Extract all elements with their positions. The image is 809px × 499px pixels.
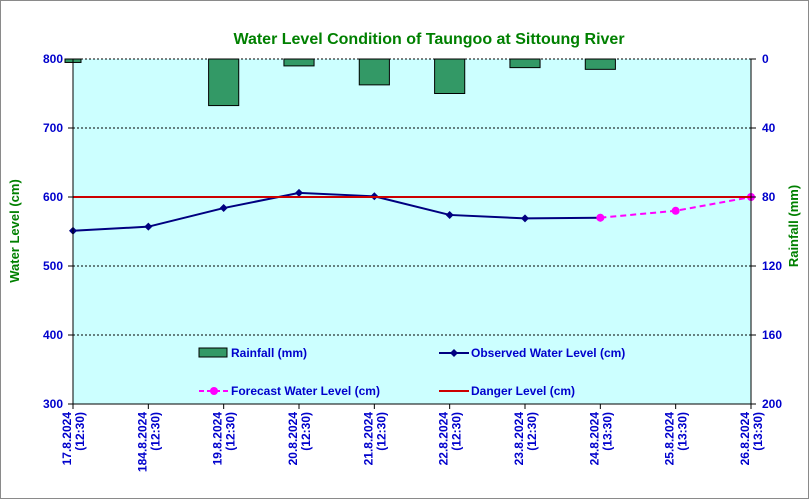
- observed-point: [445, 210, 454, 219]
- x-tick-label: 20.8.2024(12:30): [286, 412, 313, 466]
- y2-tick-label: 200: [762, 397, 782, 411]
- rainfall-bar: [509, 58, 541, 69]
- y-axis-title: Water Level (cm): [7, 179, 22, 283]
- legend-label: Forecast Water Level (cm): [231, 384, 380, 398]
- y2-tick-label: 120: [762, 259, 782, 273]
- plot-area: [73, 59, 751, 404]
- rainfall-bar: [358, 58, 390, 86]
- rainfall-bar: [434, 58, 466, 94]
- x-tick-label: 23.8.2024(12:30): [512, 412, 539, 466]
- legend-marker: [210, 387, 218, 395]
- observed-point: [295, 188, 303, 197]
- chart-title: Water Level Condition of Taungoo at Sitt…: [233, 31, 624, 48]
- legend-label: Rainfall (mm): [231, 346, 307, 360]
- x-tick-label: 17.8.2024(12:30): [60, 412, 87, 466]
- y2-tick-label: 40: [762, 121, 776, 135]
- y2-axis-title: Rainfall (mm): [786, 185, 801, 267]
- observed-point: [144, 222, 153, 231]
- x-tick-label: 184.8.2024(12:30): [135, 412, 162, 472]
- y2-tick-label: 80: [762, 190, 776, 204]
- rainfall-bar: [584, 58, 616, 70]
- forecast-point: [671, 206, 680, 215]
- x-tick-label: 22.8.2024(12:30): [437, 412, 464, 466]
- forecast-point: [596, 213, 605, 222]
- y2-tick-label: 160: [762, 328, 782, 342]
- rainfall-bar: [283, 58, 315, 67]
- rainfall-bar: [208, 58, 240, 107]
- y-tick-label: 300: [43, 397, 63, 411]
- y-tick-label: 600: [43, 190, 63, 204]
- observed-point: [521, 214, 529, 223]
- legend-label: Danger Level (cm): [471, 384, 575, 398]
- y-tick-label: 700: [43, 121, 63, 135]
- y2-tick-label: 0: [762, 52, 769, 66]
- x-tick-label: 25.8.2024(13:30): [663, 412, 690, 466]
- x-tick-label: 26.8.2024(13:30): [738, 412, 765, 466]
- legend-rainfall-swatch: [198, 347, 228, 358]
- x-tick-label: 24.8.2024(13:30): [587, 412, 614, 466]
- observed-water-level-line: [72, 191, 601, 232]
- legend-label: Observed Water Level (cm): [471, 346, 625, 360]
- y-tick-label: 500: [43, 259, 63, 273]
- y-tick-label: 800: [43, 52, 63, 66]
- observed-point: [219, 204, 228, 213]
- y-tick-label: 400: [43, 328, 63, 342]
- legend-marker: [450, 349, 458, 357]
- x-tick-label: 19.8.2024(12:30): [211, 412, 238, 466]
- x-tick-label: 21.8.2024(12:30): [361, 412, 388, 466]
